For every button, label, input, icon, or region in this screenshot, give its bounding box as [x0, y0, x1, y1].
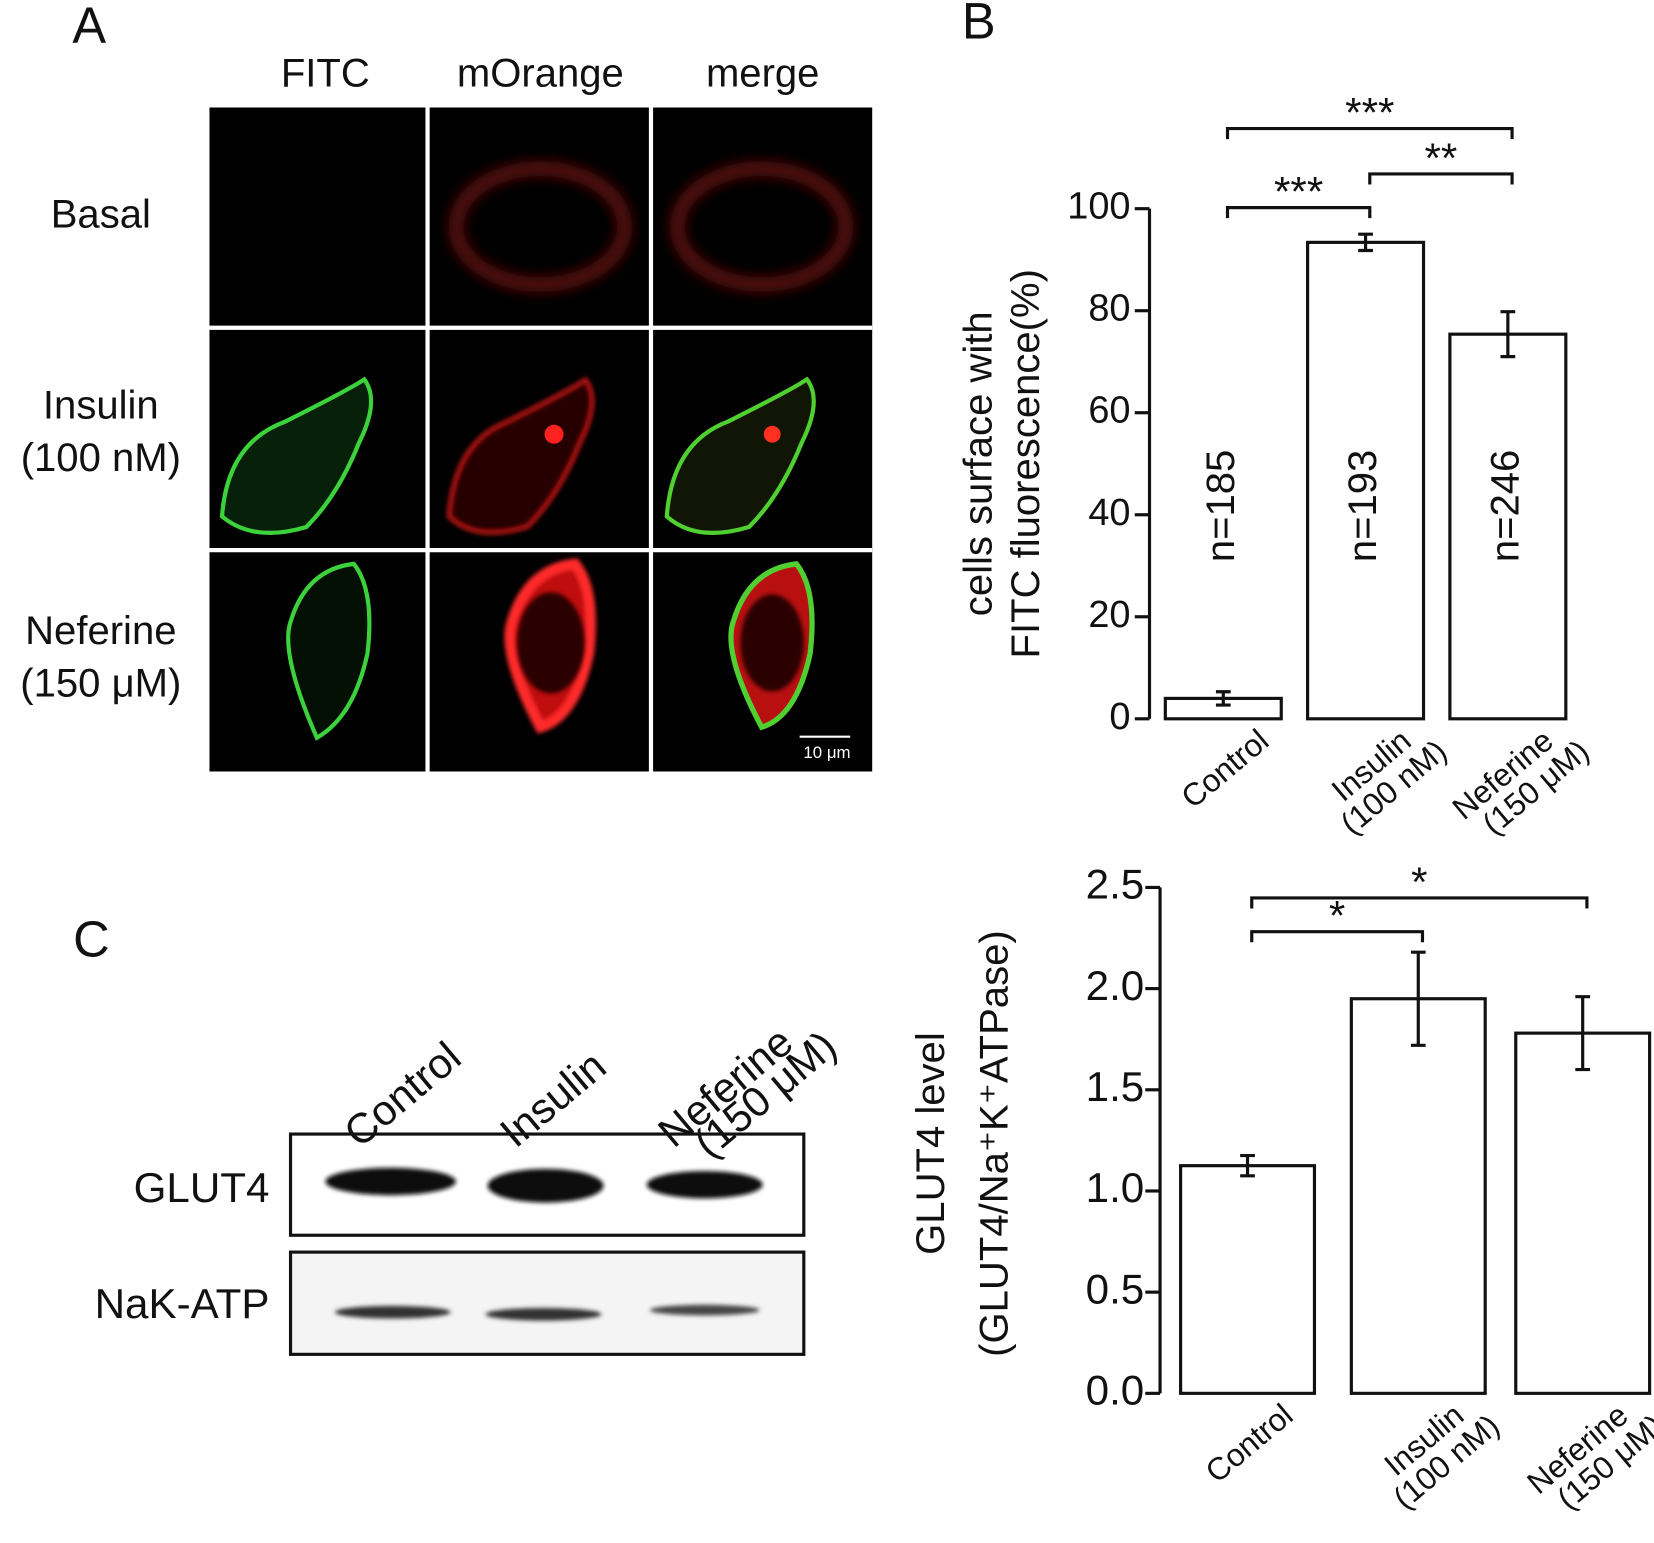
spot: [763, 425, 781, 443]
error-bar: [1240, 1153, 1255, 1178]
cell: [664, 376, 816, 535]
cell: [219, 376, 374, 535]
blot-box: [288, 1250, 806, 1356]
annotation: n=246: [1483, 450, 1527, 562]
y-axis-label: FITC fluorescence(%): [1004, 269, 1048, 658]
y-tick-label: 80: [1088, 288, 1130, 330]
cell: [448, 161, 633, 292]
nucleus: [740, 594, 804, 692]
band: [646, 1170, 763, 1199]
y-tick-label: 20: [1088, 594, 1130, 636]
row-label: GLUT4: [134, 1164, 270, 1211]
blot: [288, 1132, 806, 1356]
significance-label: ***: [1345, 89, 1394, 136]
y-axis-label: (GLUT4/Na⁺K⁺ATPase): [972, 930, 1016, 1357]
x-tick-label: Control: [1198, 1396, 1299, 1489]
bar: [1349, 997, 1487, 1395]
error-bar: [1500, 310, 1516, 359]
error-bar: [1410, 950, 1426, 1047]
nucleus: [517, 592, 585, 694]
column-label: mOrange: [457, 51, 624, 95]
y-tick-label: 1.5: [1086, 1063, 1145, 1110]
error-bar: [1575, 995, 1591, 1072]
y-axis-label: GLUT4 level: [909, 1032, 953, 1255]
row-label: Neferine: [25, 609, 176, 653]
bar: [1179, 1164, 1317, 1395]
annotation: n=193: [1341, 450, 1385, 562]
cell: [669, 161, 854, 292]
significance-bracket: [1368, 172, 1514, 185]
x-tick-label: Control: [1174, 722, 1275, 815]
row-label: (100 nM): [21, 436, 181, 480]
significance-bracket: [1225, 127, 1514, 140]
significance-label: *: [1329, 892, 1345, 939]
band: [487, 1168, 604, 1203]
y-tick-label: 0: [1109, 696, 1130, 738]
panel-letter: C: [73, 911, 110, 968]
significance-bracket: [1250, 930, 1425, 943]
significance-label: *: [1411, 858, 1427, 905]
band: [334, 1305, 451, 1319]
y-tick-label: 0.0: [1086, 1366, 1145, 1413]
spot: [544, 424, 564, 444]
bar: [1306, 240, 1426, 721]
y-tick-label: 1.0: [1086, 1164, 1145, 1211]
y-tick-label: 40: [1088, 492, 1130, 534]
cell: [446, 376, 595, 535]
band: [325, 1167, 457, 1196]
row-label: NaK-ATP: [95, 1280, 270, 1327]
row-label: Insulin: [43, 383, 159, 427]
column-label: FITC: [281, 51, 370, 95]
scale-bar-label: 10 μm: [803, 743, 850, 762]
band: [485, 1307, 602, 1321]
error-bar: [1358, 232, 1373, 253]
significance-bracket: [1225, 206, 1372, 219]
column-label: merge: [706, 51, 820, 95]
cell: [286, 561, 372, 741]
row-label: Basal: [51, 193, 151, 237]
error-bar: [1215, 690, 1231, 707]
band: [649, 1304, 760, 1316]
micrographs: 10 μm: [209, 107, 873, 772]
y-tick-label: 2.0: [1086, 962, 1145, 1009]
y-tick-label: 100: [1067, 186, 1130, 228]
panel-letter: B: [962, 0, 996, 50]
y-tick-label: 2.5: [1086, 861, 1145, 908]
row-label: (150 μM): [20, 662, 181, 706]
significance-bracket: [1250, 896, 1589, 909]
y-axis-label: cells surface with: [956, 311, 1000, 616]
significance-label: **: [1425, 134, 1458, 181]
y-tick-label: 60: [1088, 390, 1130, 432]
panel-letter: A: [72, 0, 106, 54]
annotation: n=185: [1199, 450, 1243, 562]
bar: [1514, 1031, 1652, 1395]
significance-label: ***: [1274, 168, 1323, 215]
y-tick-label: 0.5: [1086, 1265, 1145, 1312]
